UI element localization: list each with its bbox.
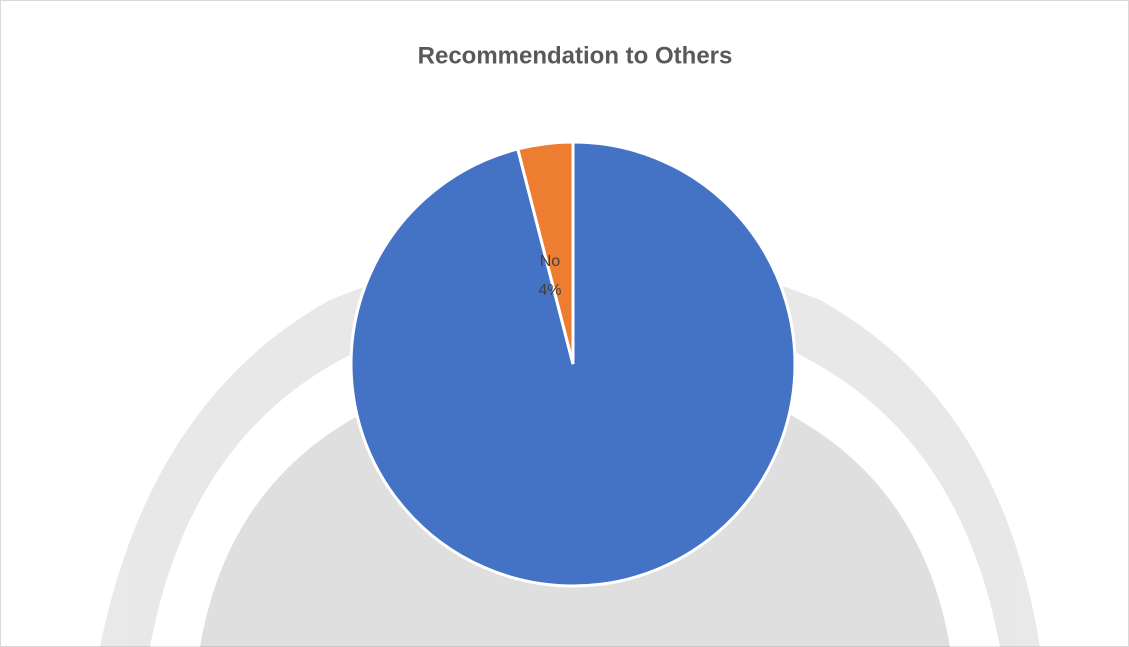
chart-title: Recommendation to Others	[418, 42, 733, 69]
pie-slice	[515, 140, 575, 365]
data-label-value: 4%	[538, 282, 561, 299]
data-label-category: No	[540, 253, 561, 270]
